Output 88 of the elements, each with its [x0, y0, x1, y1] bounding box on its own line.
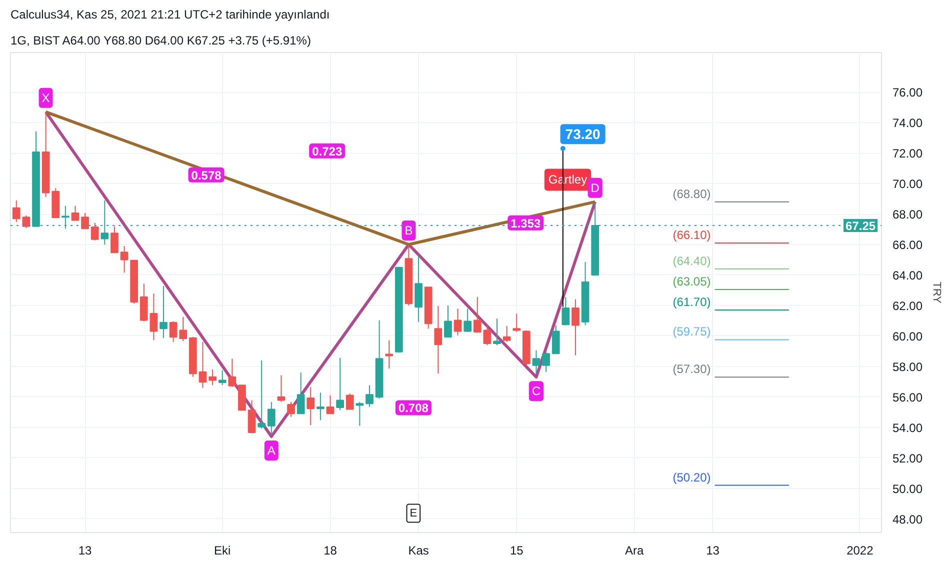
candlestick [140, 283, 148, 322]
candlestick [326, 394, 334, 414]
x-tick-label: 13 [706, 544, 720, 558]
candlestick [228, 358, 236, 388]
candlestick [218, 370, 226, 386]
y-tick-label: 52.00 [892, 451, 923, 466]
annotation: X [42, 90, 50, 105]
candlestick [208, 368, 216, 386]
y-tick-label: 60.00 [892, 329, 923, 344]
candlestick [454, 308, 462, 336]
candlestick [483, 324, 492, 346]
y-tick-label: 58.00 [892, 360, 923, 374]
candlestick [512, 313, 521, 332]
candlestick [150, 293, 158, 341]
ref-line-label: (57.30) [672, 362, 711, 376]
candlestick [562, 296, 570, 326]
candlestick [12, 200, 20, 222]
candlestick [356, 401, 364, 426]
candlestick [366, 384, 374, 408]
annotation: E [410, 507, 418, 520]
annotation: C [532, 384, 541, 398]
y-tick-label: 70.00 [892, 177, 923, 192]
x-tick-label: Kas [408, 544, 429, 558]
annotation: 0.708 [398, 401, 429, 416]
candlestick [532, 350, 540, 374]
candlestick [542, 351, 550, 372]
candlestick [267, 401, 276, 436]
candlestick [296, 372, 305, 414]
candlestick [258, 360, 266, 430]
candlestick [414, 254, 422, 322]
ref-line-label: (61.70) [672, 295, 711, 310]
x-tick-label: 13 [78, 544, 92, 558]
candlestick [572, 298, 580, 356]
candlestick [473, 296, 482, 332]
y-tick-label: 68.00 [892, 208, 923, 222]
ref-line-label: (64.40) [672, 254, 711, 268]
candlestick [90, 222, 99, 241]
annotation: D [590, 180, 600, 195]
y-tick-label: 66.00 [892, 238, 923, 252]
annotation: 0.723 [312, 144, 342, 158]
x-tick-label: Ara [624, 544, 644, 558]
y-tick-label: 76.00 [892, 86, 923, 100]
annotation: 0.578 [191, 168, 222, 182]
candlestick [444, 304, 452, 338]
x-tick-label: Eki [214, 544, 231, 558]
candlestick [160, 285, 168, 338]
candlestick [198, 341, 207, 388]
y-tick-label: 74.00 [892, 116, 923, 130]
candlestick [385, 340, 394, 370]
candlestick [81, 212, 89, 230]
candlestick [306, 386, 315, 426]
candlestick [493, 318, 501, 346]
y-tick-label: 50.00 [892, 482, 923, 496]
candlestick [120, 246, 128, 274]
y-tick-label: 64.00 [892, 268, 923, 282]
candlestick [552, 324, 560, 354]
chart-title: 1G, BIST A64.00 Y68.80 D64.00 K67.25 +3.75 (+5.91%) [10, 34, 311, 48]
ref-line-label: (63.05) [672, 274, 711, 288]
x-tick-label: 18 [324, 544, 338, 558]
candlestick [277, 374, 286, 402]
candlestick [434, 306, 442, 374]
x-tick-label: 15 [510, 544, 524, 558]
annotation: 73.20 [565, 126, 601, 142]
candlestick [110, 226, 118, 254]
candlestick [22, 214, 30, 229]
candlestick [336, 357, 344, 411]
y-tick-label: 72.00 [892, 146, 923, 161]
ref-line-label: (50.20) [672, 470, 711, 484]
candlestick [464, 308, 472, 332]
candlestick [346, 393, 354, 410]
chart-subtitle: Calculus34, Kas 25, 2021 21:21 UTC+2 tarihinde yayınlandı [10, 8, 330, 22]
candlestick [502, 326, 511, 343]
annotation: B [404, 224, 413, 238]
ref-line-label: 67.25 [846, 218, 876, 233]
y-tick-label: 48.00 [892, 512, 923, 526]
y-tick-label: 62.00 [892, 298, 923, 313]
candlestick [71, 205, 80, 221]
candlestick [287, 401, 295, 418]
ref-line-label: (68.80) [672, 186, 711, 201]
candlestick [316, 392, 324, 421]
ref-line-label: (59.75) [672, 324, 711, 339]
y-axis-title: TRY [930, 282, 943, 304]
ref-line-label: (66.10) [672, 228, 711, 242]
x-tick-label: 2022 [846, 544, 874, 558]
y-tick-label: 56.00 [892, 390, 923, 404]
candlestick [248, 400, 256, 434]
annotation: A [267, 444, 276, 458]
y-tick-label: 54.00 [892, 420, 923, 435]
